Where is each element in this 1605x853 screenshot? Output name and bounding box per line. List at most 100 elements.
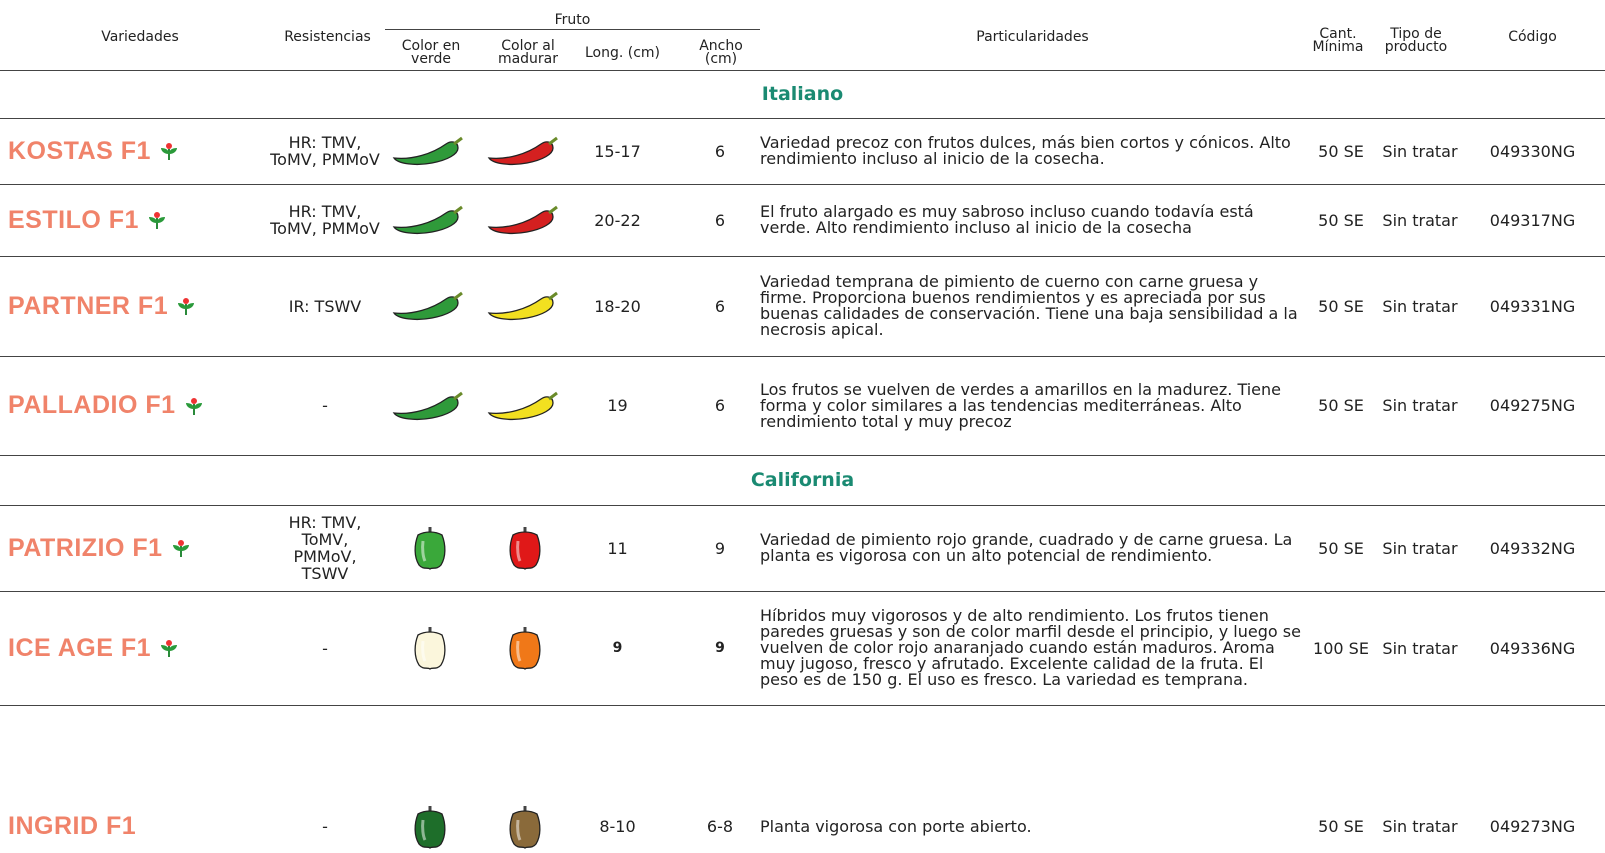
divider bbox=[385, 29, 760, 30]
pepper-icon bbox=[392, 291, 463, 320]
divider bbox=[0, 705, 1605, 706]
width: 6 bbox=[714, 396, 726, 415]
divider bbox=[0, 184, 1605, 185]
product-type: Sin tratar bbox=[1382, 210, 1458, 230]
description: Los frutos se vuelven de verdes a amaril… bbox=[760, 379, 1281, 431]
variety-label: INGRID F1 bbox=[8, 812, 137, 840]
description: El fruto alargado es muy sabroso incluso… bbox=[760, 202, 1254, 237]
code: 049331NG bbox=[1489, 296, 1576, 316]
variety-label: ICE AGE F1 bbox=[8, 633, 151, 662]
variety-name: KOSTAS F1 bbox=[0, 118, 260, 184]
code: 049330NG bbox=[1489, 141, 1576, 161]
header-cell: Long. (cm) bbox=[584, 44, 661, 61]
ripe-color bbox=[480, 184, 570, 256]
header-cell: Fruto bbox=[554, 11, 591, 28]
quantity: 50 SE bbox=[1318, 141, 1364, 161]
code: 049275NG bbox=[1489, 396, 1576, 415]
width: 6 bbox=[714, 296, 726, 316]
header-cell: Código bbox=[1508, 28, 1557, 45]
pepper-icon bbox=[392, 205, 463, 234]
variety-label: PALLADIO F1 bbox=[8, 391, 176, 419]
quantity: 50 SE bbox=[1318, 538, 1364, 558]
green-color bbox=[385, 256, 475, 356]
description: Planta vigorosa con porte abierto. bbox=[760, 816, 1032, 836]
width: 9 bbox=[715, 639, 725, 656]
section-title: California bbox=[750, 469, 855, 491]
width: 6 bbox=[714, 210, 726, 230]
length: 9 bbox=[612, 639, 623, 656]
quantity: 50 SE bbox=[1318, 817, 1364, 836]
description: Variedad temprana de pimiento de cuerno … bbox=[760, 272, 1298, 339]
pepper-icon bbox=[487, 136, 558, 165]
variety-name: PATRIZIO F1 bbox=[0, 505, 260, 591]
plant-icon bbox=[185, 397, 202, 415]
code: 049273NG bbox=[1489, 817, 1576, 836]
length: 20-22 bbox=[594, 210, 641, 230]
header-cell: Ancho (cm) bbox=[699, 38, 743, 67]
variety-label: ESTILO F1 bbox=[8, 205, 139, 234]
length: 18-20 bbox=[594, 296, 641, 316]
section-title: Italiano bbox=[761, 83, 844, 105]
divider bbox=[0, 118, 1605, 119]
divider bbox=[0, 591, 1605, 592]
ripe-color bbox=[480, 591, 570, 705]
header-cell: Cant. Mínima bbox=[1312, 26, 1364, 55]
width: 6-8 bbox=[706, 817, 734, 836]
resistances: - bbox=[322, 638, 328, 658]
variety-label: PATRIZIO F1 bbox=[8, 533, 163, 562]
resistances: - bbox=[322, 396, 328, 415]
quantity: 50 SE bbox=[1318, 296, 1364, 316]
ripe-color bbox=[480, 118, 570, 184]
header-cell: Color al madurar bbox=[497, 38, 559, 67]
green-color bbox=[385, 356, 475, 455]
divider bbox=[0, 505, 1605, 506]
divider bbox=[0, 70, 1605, 71]
product-type: Sin tratar bbox=[1382, 817, 1458, 836]
length: 11 bbox=[607, 538, 628, 558]
ripe-color bbox=[480, 356, 570, 455]
resistances: IR: TSWV bbox=[288, 296, 362, 316]
code: 049332NG bbox=[1489, 538, 1576, 558]
code: 049336NG bbox=[1489, 638, 1576, 658]
header-cell: Variedades bbox=[101, 28, 179, 45]
header-cell: Particularidades bbox=[976, 28, 1089, 45]
pepper-icon bbox=[509, 805, 541, 849]
description: Variedad precoz con frutos dulces, más b… bbox=[760, 133, 1291, 168]
green-color bbox=[385, 591, 475, 705]
length: 15-17 bbox=[594, 141, 641, 161]
plant-icon bbox=[172, 540, 189, 557]
divider bbox=[0, 455, 1605, 456]
pepper-icon bbox=[509, 627, 541, 670]
plant-icon bbox=[178, 298, 195, 315]
header-cell: Resistencias bbox=[284, 28, 371, 45]
width: 6 bbox=[714, 141, 726, 161]
variety-name: PARTNER F1 bbox=[0, 256, 260, 356]
header-cell: Color en verde bbox=[401, 38, 461, 67]
pepper-icon bbox=[414, 627, 446, 670]
product-type: Sin tratar bbox=[1382, 296, 1458, 316]
product-type: Sin tratar bbox=[1382, 396, 1458, 415]
product-type: Sin tratar bbox=[1382, 538, 1458, 558]
quantity: 100 SE bbox=[1313, 638, 1369, 658]
variety-label: PARTNER F1 bbox=[8, 291, 169, 320]
plant-icon bbox=[148, 212, 165, 229]
header-cell: Tipo de producto bbox=[1384, 26, 1448, 55]
length: 19 bbox=[607, 396, 628, 415]
code: 049317NG bbox=[1489, 210, 1576, 230]
variety-label: KOSTAS F1 bbox=[8, 136, 151, 165]
description: Variedad de pimiento rojo grande, cuadra… bbox=[760, 530, 1293, 565]
pepper-icon bbox=[414, 527, 446, 570]
plant-icon bbox=[161, 640, 177, 657]
pepper-icon bbox=[487, 391, 558, 420]
product-type: Sin tratar bbox=[1382, 141, 1458, 161]
ripe-color bbox=[480, 505, 570, 591]
green-color bbox=[385, 705, 475, 853]
resistances: HR: TMV, ToMV, PMMoV bbox=[270, 133, 380, 169]
ripe-color bbox=[480, 705, 570, 853]
pepper-icon bbox=[392, 391, 463, 420]
green-color bbox=[385, 184, 475, 256]
product-type: Sin tratar bbox=[1382, 638, 1458, 658]
resistances: HR: TMV, ToMV, PMMoV bbox=[270, 202, 380, 238]
green-color bbox=[385, 118, 475, 184]
